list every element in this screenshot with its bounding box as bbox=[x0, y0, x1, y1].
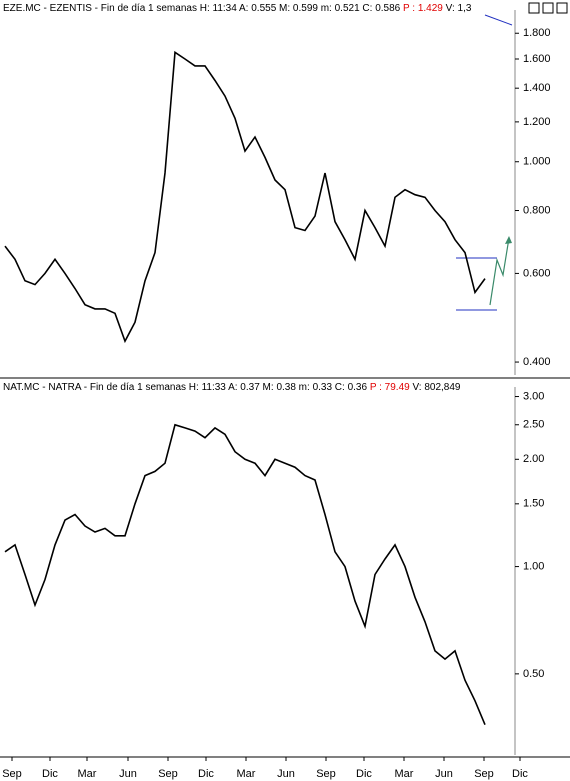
x-tick-label: Jun bbox=[435, 768, 453, 780]
chart-title: NAT.MC - NATRA - Fin de día 1 semanas H:… bbox=[3, 382, 367, 393]
annotation-arrow bbox=[489, 237, 510, 306]
x-tick-label: Mar bbox=[78, 768, 97, 780]
x-tick-label: Mar bbox=[395, 768, 414, 780]
x-tick-label: Sep bbox=[2, 768, 22, 780]
x-tick-label: Dic bbox=[198, 768, 214, 780]
chart-header: EZE.MC - EZENTIS - Fin de día 1 semanas … bbox=[3, 3, 472, 14]
y-tick-label: 1.50 bbox=[523, 498, 544, 510]
window-buttons bbox=[528, 2, 568, 14]
button[interactable] bbox=[556, 2, 568, 14]
y-tick-label: 0.800 bbox=[523, 204, 551, 216]
y-tick-label: 1.000 bbox=[523, 156, 551, 168]
y-tick-label: 2.00 bbox=[523, 453, 544, 465]
button[interactable] bbox=[528, 2, 540, 14]
y-tick-label: 1.800 bbox=[523, 27, 551, 39]
price-label: P : 79.49 bbox=[370, 382, 410, 393]
price-label: P : 1.429 bbox=[403, 3, 443, 14]
x-tick-label: Mar bbox=[237, 768, 256, 780]
y-tick-label: 3.00 bbox=[523, 390, 544, 402]
annotation-arrowhead bbox=[505, 236, 512, 244]
chart-header: NAT.MC - NATRA - Fin de día 1 semanas H:… bbox=[3, 382, 461, 393]
volume-label: V: 1,3 bbox=[446, 3, 472, 14]
x-tick-label: Jun bbox=[119, 768, 137, 780]
volume-label: V: 802,849 bbox=[412, 382, 460, 393]
y-tick-label: 1.400 bbox=[523, 82, 551, 94]
y-tick-label: 1.200 bbox=[523, 116, 551, 128]
x-tick-label: Jun bbox=[277, 768, 295, 780]
drawing-annotation bbox=[456, 14, 513, 311]
price-line bbox=[4, 423, 486, 726]
y-tick-label: 0.600 bbox=[523, 267, 551, 279]
x-tick-label: Dic bbox=[42, 768, 58, 780]
x-tick-label: Dic bbox=[512, 768, 528, 780]
x-tick-label: Sep bbox=[158, 768, 178, 780]
y-tick-label: 1.600 bbox=[523, 53, 551, 65]
x-tick-label: Dic bbox=[356, 768, 372, 780]
y-tick-label: 2.50 bbox=[523, 419, 544, 431]
y-tick-label: 1.00 bbox=[523, 560, 544, 572]
x-tick-label: Sep bbox=[474, 768, 494, 780]
y-tick-label: 0.50 bbox=[523, 668, 544, 680]
button[interactable] bbox=[542, 2, 554, 14]
y-tick-label: 0.400 bbox=[523, 356, 551, 368]
price-line bbox=[4, 50, 486, 344]
x-tick-label: Sep bbox=[316, 768, 336, 780]
annotation-line bbox=[484, 14, 513, 26]
chart-title: EZE.MC - EZENTIS - Fin de día 1 semanas … bbox=[3, 3, 401, 14]
